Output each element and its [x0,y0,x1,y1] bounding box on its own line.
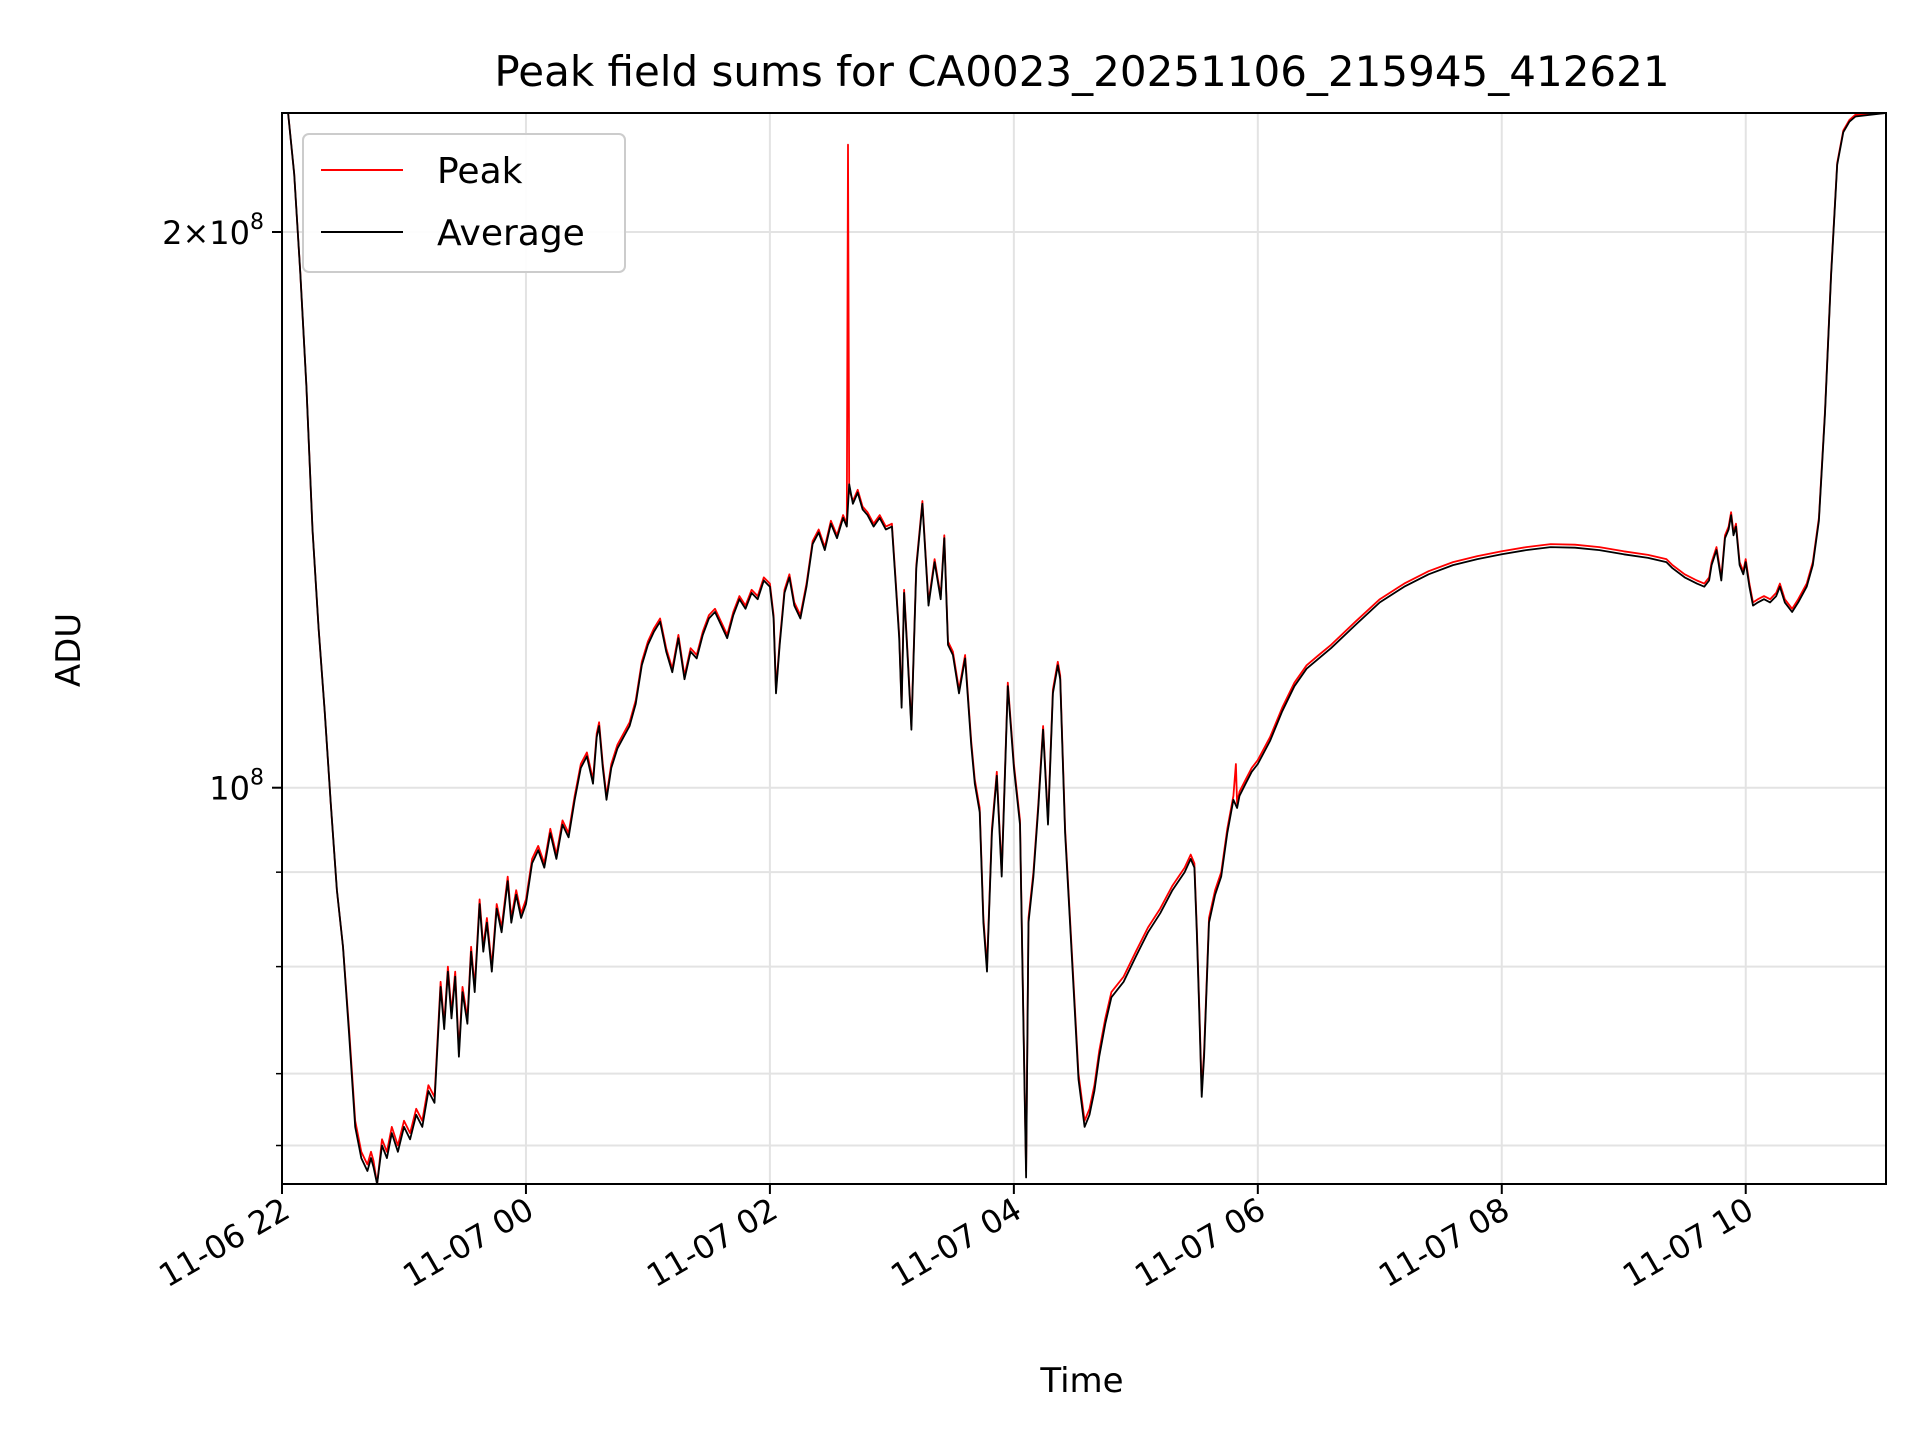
legend-label-peak: Peak [437,151,523,192]
y-tick-label: 108 [209,766,264,808]
x-axis-label: Time [1039,1361,1123,1401]
plot-area [282,113,1886,1184]
series-layer [282,112,1887,1185]
y-axis-label: ADU [49,613,89,687]
axes-frame [281,112,1887,1185]
legend-layer: Peak Average [302,133,626,273]
grid-layer [281,113,1886,1184]
series-line-average [282,112,1887,1185]
legend-box [302,133,626,273]
legend-label-average: Average [437,213,585,254]
y-tick-label: 2×108 [162,210,264,252]
chart-title: Peak field sums for CA0023_20251106_2159… [494,47,1669,96]
